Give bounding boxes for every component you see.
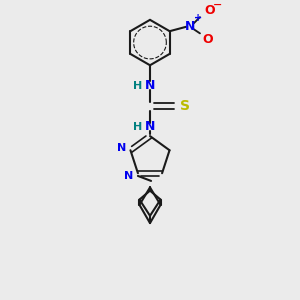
Text: N: N [145,120,155,134]
Text: S: S [180,99,190,113]
Text: O: O [204,4,215,17]
Text: N: N [124,171,134,181]
Text: N: N [145,79,155,92]
Text: −: − [212,0,222,10]
Text: O: O [203,33,213,46]
Text: N: N [117,142,126,152]
Text: H: H [134,122,143,132]
Text: H: H [134,81,143,91]
Text: +: + [194,13,202,23]
Text: N: N [185,20,195,33]
